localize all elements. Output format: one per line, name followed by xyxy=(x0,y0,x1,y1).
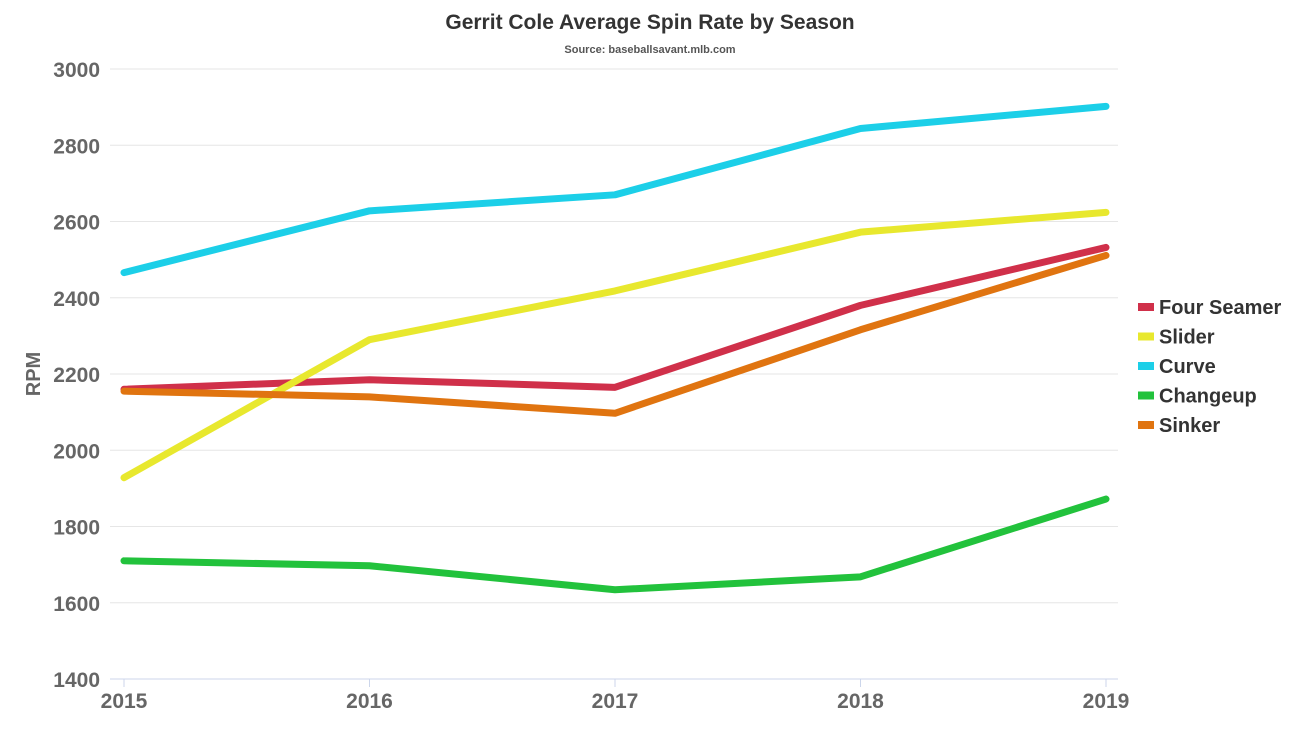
y-tick-label: 1800 xyxy=(53,517,100,540)
legend[interactable]: Four Seamer Slider Curve Changeup Sinker xyxy=(1138,297,1281,437)
chart-subtitle: Source: baseballsavant.mlb.com xyxy=(564,44,735,56)
legend-item-curve[interactable]: Curve xyxy=(1138,356,1216,378)
legend-swatch xyxy=(1138,391,1154,400)
y-axis-label: RPM xyxy=(23,352,45,396)
y-tick-label: 2200 xyxy=(53,364,100,387)
legend-item-sinker[interactable]: Sinker xyxy=(1138,415,1220,437)
y-tick-label: 2800 xyxy=(53,135,100,158)
series-line-slider[interactable] xyxy=(120,208,1110,482)
y-tick-label: 1400 xyxy=(53,669,100,692)
y-tick-label: 2400 xyxy=(53,288,100,311)
y-tick-label: 2000 xyxy=(53,440,100,463)
y-tick-label: 3000 xyxy=(53,59,100,82)
x-tick-label: 2018 xyxy=(837,690,884,713)
series-line-four-seamer[interactable] xyxy=(120,243,1110,393)
legend-label: Curve xyxy=(1159,356,1216,378)
legend-label: Sinker xyxy=(1159,415,1220,437)
legend-label: Four Seamer xyxy=(1159,297,1281,319)
series-lines xyxy=(120,102,1110,594)
series-line-sinker[interactable] xyxy=(120,251,1110,417)
y-tick-label: 1600 xyxy=(53,593,100,616)
legend-swatch xyxy=(1138,332,1154,341)
legend-swatch xyxy=(1138,303,1154,311)
chart-title: Gerrit Cole Average Spin Rate by Season xyxy=(445,11,854,34)
legend-swatch xyxy=(1138,421,1154,429)
x-tick-label: 2019 xyxy=(1083,690,1130,713)
y-tick-label: 2600 xyxy=(53,212,100,235)
x-axis-ticks: 2015 2016 2017 2018 2019 xyxy=(101,679,1130,713)
legend-item-slider[interactable]: Slider xyxy=(1138,327,1215,349)
series-line-curve[interactable] xyxy=(120,102,1110,277)
legend-item-changeup[interactable]: Changeup xyxy=(1138,386,1257,408)
legend-item-four-seamer[interactable]: Four Seamer xyxy=(1138,297,1281,319)
x-tick-label: 2017 xyxy=(592,690,639,713)
y-axis-ticks: 1400 1600 1800 2000 2200 2400 2600 2800 3000 xyxy=(53,59,100,692)
x-tick-label: 2015 xyxy=(101,690,148,713)
legend-label: Changeup xyxy=(1159,386,1257,408)
legend-label: Slider xyxy=(1159,327,1215,349)
series-line-changeup[interactable] xyxy=(120,495,1110,594)
x-tick-label: 2016 xyxy=(346,690,393,713)
legend-swatch xyxy=(1138,362,1154,370)
grid-lines xyxy=(110,68,1118,680)
